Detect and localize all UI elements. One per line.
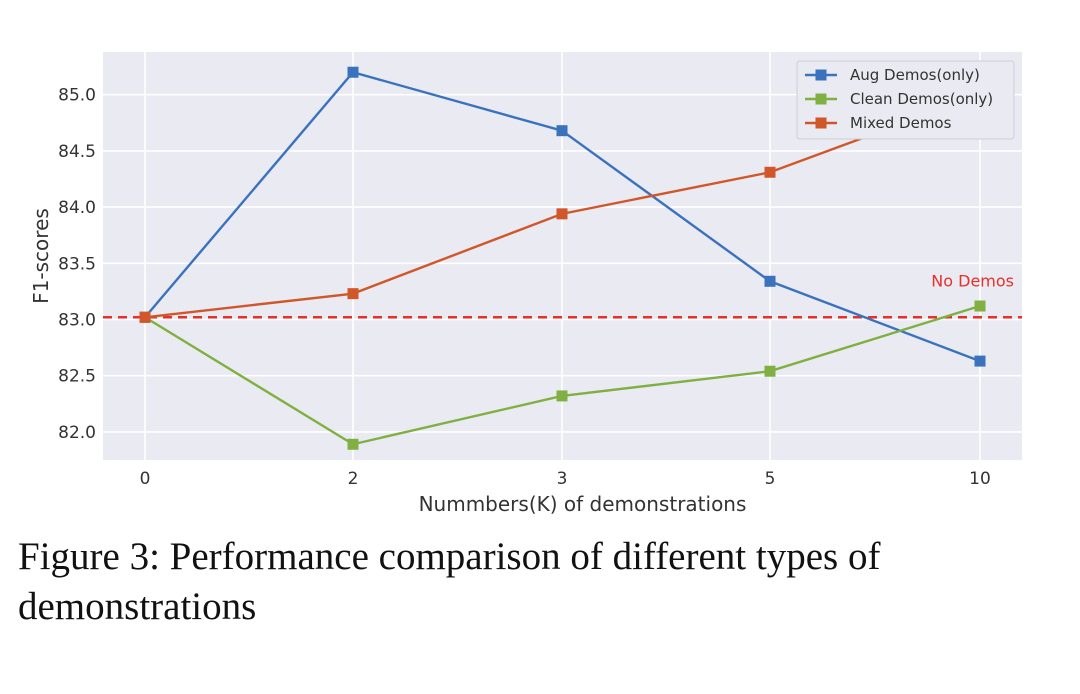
series-2-point xyxy=(764,166,776,178)
x-axis-label: Nummbers(K) of demonstrations xyxy=(419,492,747,516)
legend-marker xyxy=(815,69,827,81)
y-tick-label: 83.5 xyxy=(58,254,96,274)
y-axis-label: F1-scores xyxy=(29,208,53,304)
series-2-point xyxy=(556,208,568,220)
legend-label: Aug Demos(only) xyxy=(850,66,980,84)
legend-marker xyxy=(815,93,827,105)
no-demos-annotation: No Demos xyxy=(931,271,1014,290)
x-tick-label: 3 xyxy=(557,469,568,489)
legend-marker xyxy=(815,117,827,129)
y-tick-label: 82.5 xyxy=(58,367,96,387)
series-0-point xyxy=(974,355,986,367)
series-1-point xyxy=(347,438,359,450)
y-tick-label: 84.5 xyxy=(58,142,96,162)
x-tick-label: 10 xyxy=(969,469,991,489)
series-1-point xyxy=(556,390,568,402)
y-tick-label: 84.0 xyxy=(58,198,96,218)
x-tick-label: 2 xyxy=(348,469,359,489)
y-tick-label: 82.0 xyxy=(58,423,96,443)
series-0-point xyxy=(347,66,359,78)
series-0-point xyxy=(556,125,568,137)
legend-label: Clean Demos(only) xyxy=(850,90,993,108)
y-tick-label: 83.0 xyxy=(58,311,96,331)
legend-box xyxy=(796,60,1015,140)
x-tick-label: 0 xyxy=(140,469,151,489)
series-1-point xyxy=(974,300,986,312)
series-2-point xyxy=(139,311,151,323)
line-chart: 82.0 82.5 83.0 83.5 84.0 84.5 85.0 0 2 3 5 10 Nummbe… xyxy=(29,52,1022,516)
x-tick-label: 5 xyxy=(765,469,776,489)
y-tick-label: 85.0 xyxy=(58,86,96,106)
series-2-point xyxy=(347,288,359,300)
series-0-point xyxy=(764,275,776,287)
series-1-point xyxy=(764,365,776,377)
figure-caption: Figure 3: Performance comparison of diff… xyxy=(18,535,881,628)
legend-label: Mixed Demos xyxy=(850,114,952,132)
